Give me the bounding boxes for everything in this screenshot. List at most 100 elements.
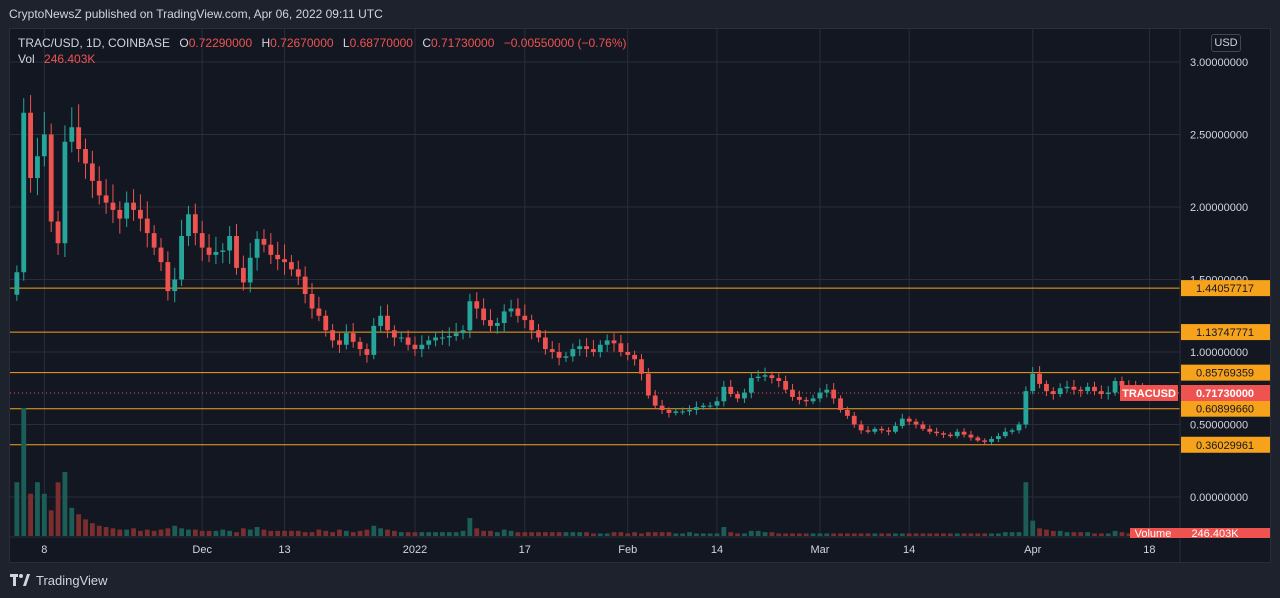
volume-bar xyxy=(735,533,740,536)
volume-bar xyxy=(206,530,212,536)
candle-body xyxy=(968,434,974,438)
volume-bar xyxy=(433,532,438,536)
candle-body xyxy=(563,356,569,358)
volume-bar xyxy=(419,532,425,536)
candle-body xyxy=(316,308,322,316)
candle-body xyxy=(700,405,706,408)
level-tag xyxy=(1181,364,1270,381)
candle-body xyxy=(632,354,638,360)
x-tick-label: 2022 xyxy=(403,544,427,556)
level-tag xyxy=(1181,280,1270,297)
candle-body xyxy=(254,238,260,258)
volume-bar xyxy=(625,533,631,536)
volume-bar xyxy=(893,533,898,536)
volume-bar xyxy=(975,533,981,536)
candle-body xyxy=(893,425,898,432)
candle-body xyxy=(687,410,692,412)
volume-bar xyxy=(21,408,27,536)
candle-body xyxy=(302,276,308,294)
candle-body xyxy=(996,436,1001,439)
volume-bar xyxy=(652,532,658,536)
open-value: 0.72290000 xyxy=(188,36,253,50)
last-price-tag-label: 0.71730000 xyxy=(1196,388,1254,400)
level-tag-label: 1.44057717 xyxy=(1196,283,1254,295)
candle-body xyxy=(494,323,500,326)
candle-body xyxy=(927,428,933,432)
volume-bar xyxy=(556,532,562,536)
candle-body xyxy=(549,349,555,352)
volume-bar xyxy=(316,529,322,536)
volume-bar xyxy=(790,533,795,536)
volume-bar xyxy=(357,530,363,536)
candle-body xyxy=(172,279,178,292)
candle-body xyxy=(625,352,631,355)
tradingview-brand[interactable]: TradingView xyxy=(10,570,108,590)
volume-bar xyxy=(687,532,692,536)
volume-bar xyxy=(295,530,301,536)
candle-body xyxy=(790,389,795,397)
candle-body xyxy=(460,330,466,334)
candle-body xyxy=(913,421,919,425)
volume-bar xyxy=(824,533,830,536)
volume-label[interactable]: Vol xyxy=(18,52,35,66)
volume-bar xyxy=(831,533,837,536)
candle-body xyxy=(440,337,445,339)
volume-bar xyxy=(220,529,226,536)
ohlc-legend: TRAC/USD, 1D, COINBASE O0.72290000 H0.72… xyxy=(18,35,627,67)
candle-body xyxy=(721,386,727,402)
candle-body xyxy=(1057,388,1063,395)
candle-body xyxy=(783,381,789,390)
candle-body xyxy=(28,112,33,178)
volume-bar xyxy=(803,533,809,536)
low-label: L xyxy=(342,36,350,50)
candle-body xyxy=(515,308,521,316)
volume-bar xyxy=(508,530,514,536)
candle-body xyxy=(199,233,205,248)
volume-bar xyxy=(323,530,329,536)
candle-body xyxy=(1098,391,1104,395)
volume-tag xyxy=(1130,528,1270,538)
volume-bar xyxy=(920,533,926,536)
volume-bar xyxy=(144,529,150,536)
candle-body xyxy=(412,344,418,350)
candle-body xyxy=(1002,431,1008,437)
currency-button[interactable]: USD xyxy=(1211,34,1241,52)
chart-pane[interactable] xyxy=(9,28,1271,563)
volume-bar xyxy=(412,532,418,536)
x-tick-label: Dec xyxy=(192,544,212,556)
volume-bar xyxy=(446,532,452,536)
candle-body xyxy=(872,428,878,432)
candle-body xyxy=(446,336,452,338)
volume-value: 246.403K xyxy=(44,52,96,66)
symbol-label[interactable]: TRAC/USD, 1D, COINBASE xyxy=(18,36,171,50)
volume-bar xyxy=(240,528,246,536)
open-label: O xyxy=(179,36,189,50)
candle-body xyxy=(591,349,596,352)
volume-bar xyxy=(1105,533,1111,536)
volume-bar xyxy=(529,532,535,536)
volume-bar xyxy=(1050,530,1056,536)
volume-bar xyxy=(666,532,672,536)
candle-body xyxy=(886,430,891,432)
volume-bar xyxy=(110,528,116,536)
candle-body xyxy=(941,433,946,435)
candle-body xyxy=(645,373,651,396)
volume-bar xyxy=(954,533,960,536)
candle-body xyxy=(1016,424,1022,431)
volume-bar xyxy=(371,525,377,536)
volume-bar xyxy=(467,518,473,536)
volume-bar xyxy=(769,532,775,536)
volume-bar xyxy=(350,532,356,536)
volume-bar xyxy=(721,527,727,536)
candle-body xyxy=(21,112,27,273)
candle-body xyxy=(570,349,576,357)
candle-body xyxy=(1112,381,1118,393)
volume-bar xyxy=(55,482,61,536)
volume-bar xyxy=(584,532,589,536)
candle-body xyxy=(69,127,75,142)
x-tick-label: 14 xyxy=(903,544,915,556)
volume-tag-label: Volume xyxy=(1135,528,1172,540)
volume-bar xyxy=(165,528,171,536)
candle-body xyxy=(536,330,541,338)
